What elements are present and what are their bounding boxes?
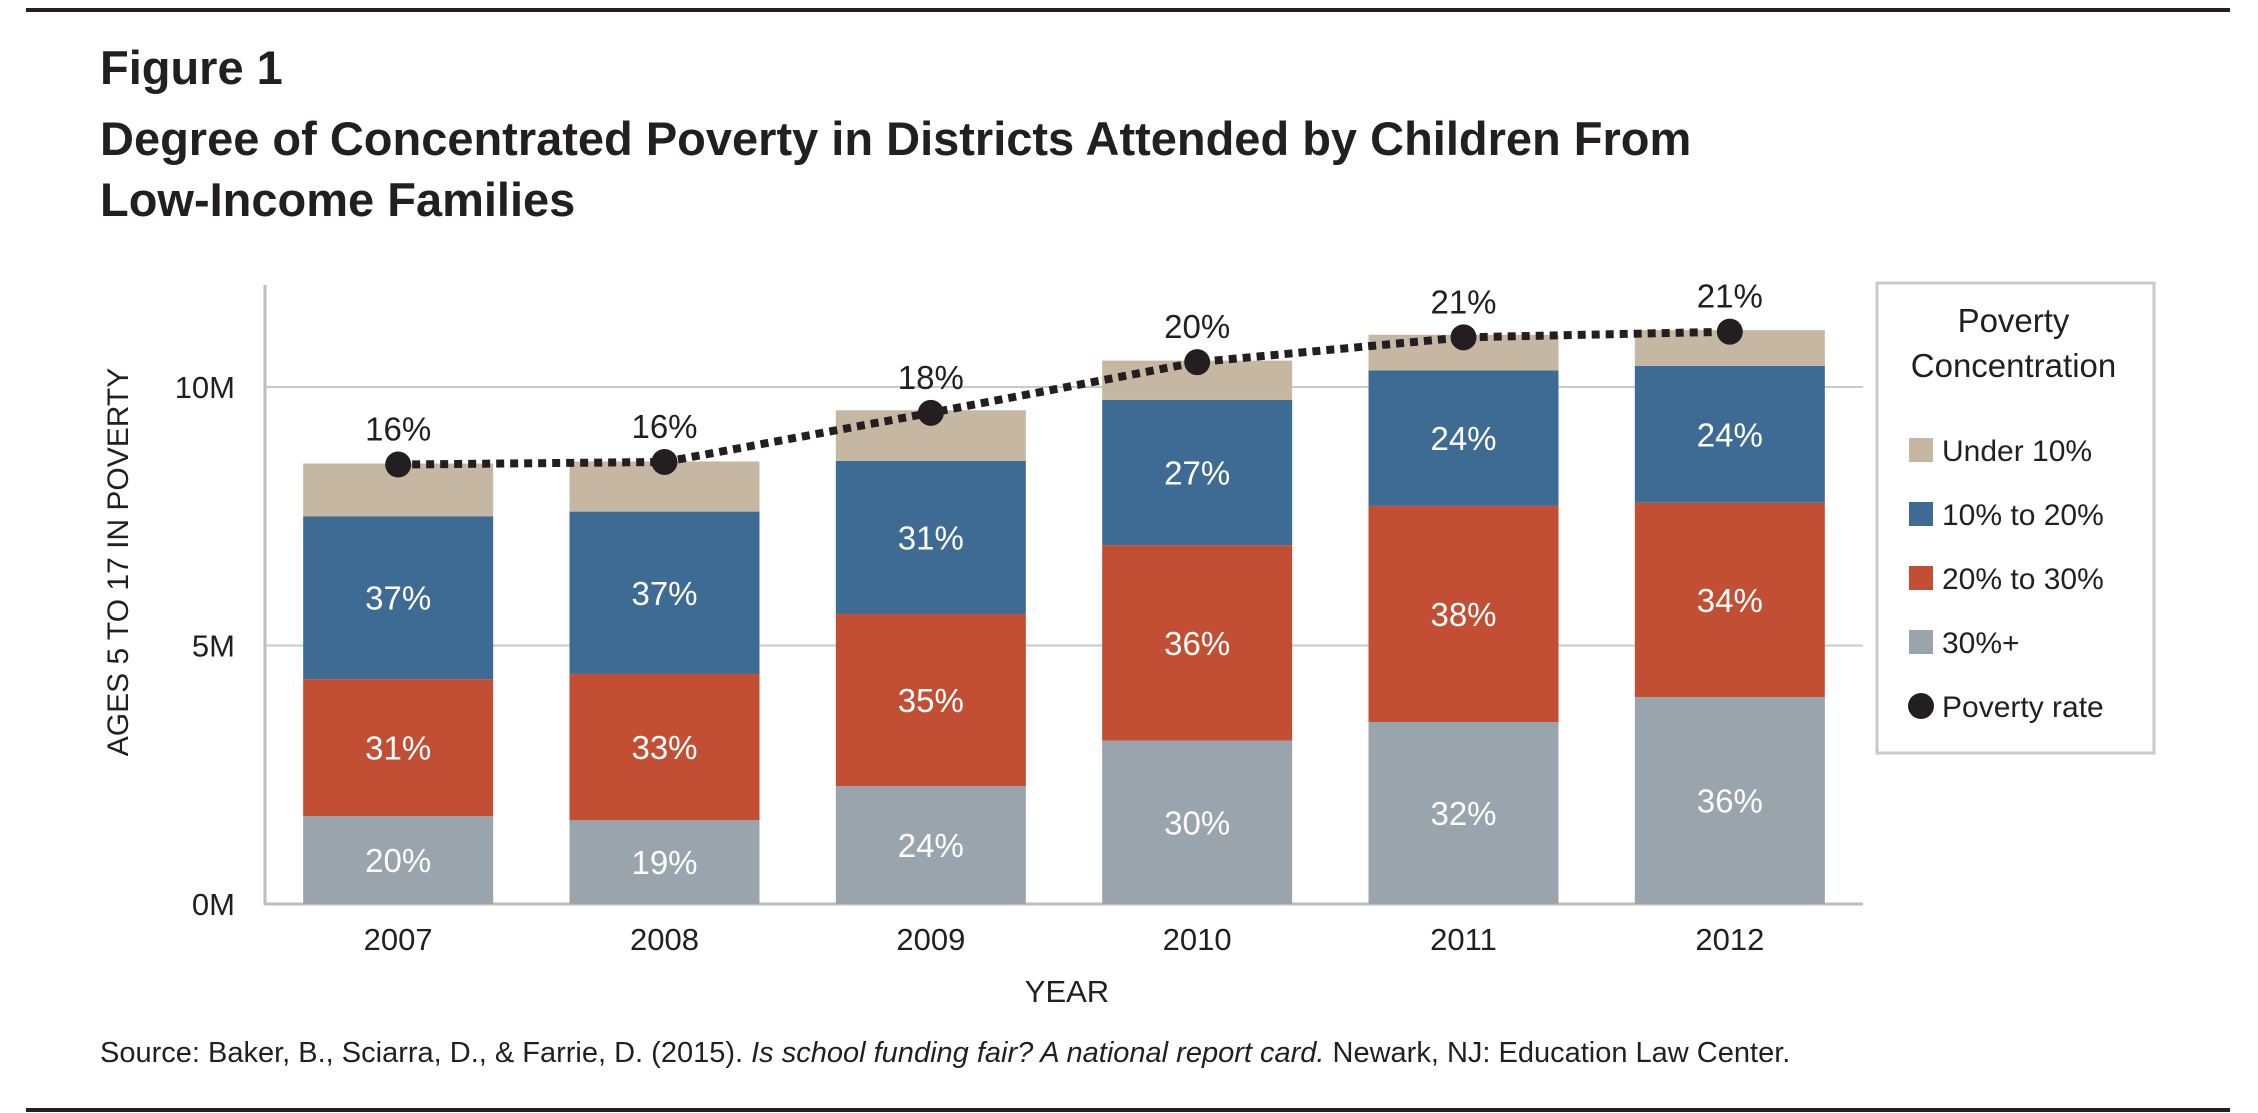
bar-label-2008-series-0: 19% — [631, 844, 697, 881]
legend-swatch-2 — [1909, 566, 1933, 590]
bar-2010-series-0 — [1102, 740, 1293, 904]
bar-label-2007-series-0: 20% — [365, 842, 431, 879]
stacked-bar-chart: 0M 5M 10M AGES 5 TO 17 IN POVERTY YEAR 20% 31%… — [102, 278, 2156, 1009]
y-axis-title: AGES 5 TO 17 IN POVERTY — [102, 368, 135, 757]
chart-title: Degree of Concentrated Poverty in Distri… — [100, 108, 2000, 230]
poverty-rate-label-2007: 16% — [365, 411, 431, 448]
legend-label-0: Under 10% — [1942, 435, 2092, 468]
chart-title-line-1: Degree of Concentrated Poverty in Distri… — [100, 112, 1692, 165]
bar-2008-series-0 — [569, 820, 760, 904]
poverty-rate-point-2010 — [1184, 349, 1211, 376]
bar-label-2009-series-2: 31% — [898, 519, 964, 556]
legend-label-1: 10% to 20% — [1942, 499, 2104, 532]
bar-label-2008-series-1: 33% — [631, 729, 697, 766]
figure-label: Figure 1 — [100, 41, 283, 94]
bottom-rule — [26, 1108, 2230, 1112]
y-tick-label-1: 5M — [192, 629, 235, 664]
bar-2008-series-1 — [569, 673, 760, 821]
bar-label-2007-series-2: 37% — [365, 580, 431, 617]
bar-2012-series-2 — [1634, 365, 1825, 503]
y-tick-label-0: 0M — [192, 887, 235, 922]
x-tick-label-2007: 2007 — [364, 922, 433, 957]
bar-label-2009-series-0: 24% — [898, 827, 964, 864]
x-tick-label-2008: 2008 — [630, 922, 699, 957]
legend-title-line-2: Concentration — [1911, 347, 2116, 384]
bar-2011-series-1 — [1368, 505, 1559, 723]
legend-swatch-0 — [1909, 438, 1933, 462]
bar-label-2008-series-2: 37% — [631, 575, 697, 612]
source-note: Source: Baker, B., Sciarra, D., & Farrie… — [100, 1037, 1790, 1070]
bar-2010-series-1 — [1102, 545, 1293, 741]
bar-label-2011-series-0: 32% — [1430, 795, 1496, 832]
legend-label-2: 20% to 30% — [1942, 563, 2104, 596]
legend-label-3: 30%+ — [1942, 627, 2020, 660]
poverty-rate-label-2008: 16% — [631, 408, 697, 445]
bar-2011-series-0 — [1368, 722, 1559, 904]
bar-2010-series-2 — [1102, 399, 1293, 546]
bar-label-2011-series-2: 24% — [1430, 420, 1496, 457]
chart-title-line-2: Low-Income Families — [100, 173, 576, 226]
top-rule — [26, 8, 2230, 12]
poverty-rate-point-2012 — [1716, 318, 1743, 345]
bar-label-2012-series-1: 34% — [1697, 582, 1763, 619]
bar-2007-series-0 — [303, 816, 494, 904]
legend-label-poverty-rate: Poverty rate — [1942, 691, 2104, 724]
source-title: Is school funding fair? A national repor… — [751, 1037, 1325, 1069]
bar-label-2010-series-0: 30% — [1164, 804, 1230, 841]
x-tick-label-2009: 2009 — [896, 922, 965, 957]
bar-label-2007-series-1: 31% — [365, 730, 431, 767]
legend-title-line-1: Poverty — [1958, 302, 2070, 339]
bar-label-2012-series-2: 24% — [1697, 416, 1763, 453]
poverty-rate-point-2008 — [651, 448, 678, 475]
bar-2012-series-0 — [1634, 697, 1825, 904]
source-prefix: Source: Baker, B., Sciarra, D., & Farrie… — [100, 1037, 752, 1069]
poverty-rate-label-2009: 18% — [898, 359, 964, 396]
poverty-rate-point-2007 — [385, 451, 412, 478]
x-axis-title: YEAR — [1025, 974, 1109, 1009]
bar-label-2010-series-1: 36% — [1164, 625, 1230, 662]
y-tick-label-2: 10M — [175, 370, 235, 405]
poverty-rate-point-2009 — [917, 399, 944, 426]
bar-2012-series-1 — [1634, 502, 1825, 698]
bar-2007-series-2 — [303, 516, 494, 680]
poverty-rate-label-2011: 21% — [1430, 283, 1496, 320]
poverty-rate-line — [398, 327, 1730, 469]
legend-swatch-poverty-rate — [1908, 693, 1934, 719]
poverty-rate-label-2010: 20% — [1164, 308, 1230, 345]
legend-swatch-1 — [1909, 502, 1933, 526]
bar-2009-series-1 — [835, 613, 1026, 787]
bar-2007-series-1 — [303, 679, 494, 817]
bar-label-2009-series-1: 35% — [898, 682, 964, 719]
x-tick-label-2012: 2012 — [1695, 922, 1764, 957]
source-suffix: Newark, NJ: Education Law Center. — [1324, 1037, 1791, 1069]
bar-label-2012-series-0: 36% — [1697, 783, 1763, 820]
bar-2009-series-2 — [835, 460, 1026, 614]
x-tick-label-2010: 2010 — [1163, 922, 1232, 957]
legend-swatch-3 — [1909, 630, 1933, 654]
poverty-rate-point-2011 — [1450, 324, 1477, 351]
bar-label-2010-series-2: 27% — [1164, 455, 1230, 492]
bar-label-2011-series-1: 38% — [1430, 596, 1496, 633]
bar-2011-series-2 — [1368, 370, 1559, 506]
bar-2008-series-2 — [569, 511, 760, 674]
x-tick-label-2011: 2011 — [1430, 922, 1497, 957]
poverty-rate-label-2012: 21% — [1697, 278, 1763, 315]
bar-2009-series-0 — [835, 786, 1026, 904]
